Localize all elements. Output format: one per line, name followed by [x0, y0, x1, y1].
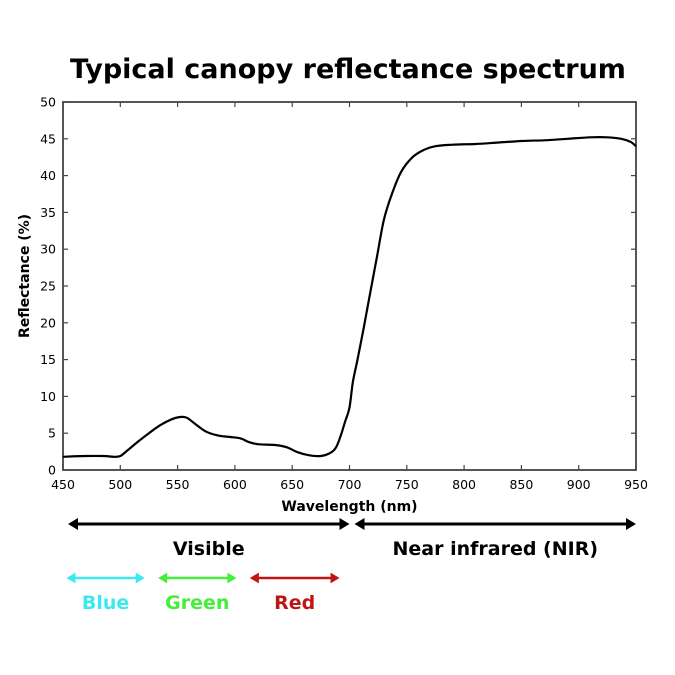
- y-tick-label: 35: [40, 205, 56, 220]
- band-label: Blue: [82, 592, 129, 614]
- band-arrow-head-right: [339, 518, 350, 530]
- y-axis-label: Reflectance (%): [17, 214, 33, 338]
- reflectance-line: [62, 136, 637, 458]
- y-tick-label: 30: [40, 242, 56, 257]
- chart-title: Typical canopy reflectance spectrum: [70, 54, 626, 85]
- x-tick-label: 850: [509, 477, 533, 492]
- band-arrow-head-right: [135, 572, 145, 584]
- y-tick-label: 50: [40, 95, 56, 110]
- band-arrow-head-right: [227, 572, 237, 584]
- band-arrow-head-left: [68, 518, 78, 530]
- band-label: Visible: [173, 538, 245, 560]
- x-tick-label: 450: [51, 477, 75, 492]
- band-arrow-head-left: [354, 518, 365, 530]
- band-arrow-head-left: [249, 572, 259, 584]
- x-tick-label: 500: [108, 477, 132, 492]
- y-tick-label: 0: [48, 463, 56, 478]
- plot-frame: [62, 101, 637, 471]
- x-tick-label: 600: [223, 477, 247, 492]
- y-tick-label: 5: [48, 426, 56, 441]
- x-tick-label: 700: [338, 477, 362, 492]
- band-label: Green: [165, 592, 229, 614]
- x-tick-label: 550: [166, 477, 190, 492]
- band-arrow-head-right: [330, 572, 340, 584]
- band-label: Red: [274, 592, 315, 614]
- y-tick-label: 10: [40, 389, 56, 404]
- x-tick-label: 800: [452, 477, 476, 492]
- x-tick-label: 650: [280, 477, 304, 492]
- band-label: Near infrared (NIR): [392, 538, 598, 560]
- band-arrow-head-left: [66, 572, 76, 584]
- axis-ticks: 450 500 550 600 650 700 750 800 850 900 950 0 5 10 15 2…: [40, 95, 648, 493]
- y-tick-label: 40: [40, 168, 56, 183]
- y-tick-label: 25: [40, 279, 56, 294]
- band-arrow-head-right: [626, 518, 636, 530]
- x-tick-label: 750: [395, 477, 419, 492]
- band-arrow-head-left: [158, 572, 168, 584]
- x-axis-label: Wavelength (nm): [281, 499, 417, 515]
- y-tick-label: 20: [40, 315, 56, 330]
- x-tick-label: 950: [624, 477, 648, 492]
- y-tick-label: 45: [40, 131, 56, 146]
- spectral-bands: Visible Near infrared (NIR) Blue Green Red: [66, 518, 636, 614]
- x-tick-label: 900: [567, 477, 591, 492]
- y-tick-label: 15: [40, 352, 56, 367]
